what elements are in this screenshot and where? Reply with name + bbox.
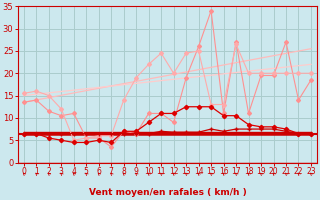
X-axis label: Vent moyen/en rafales ( km/h ): Vent moyen/en rafales ( km/h ): [89, 188, 246, 197]
